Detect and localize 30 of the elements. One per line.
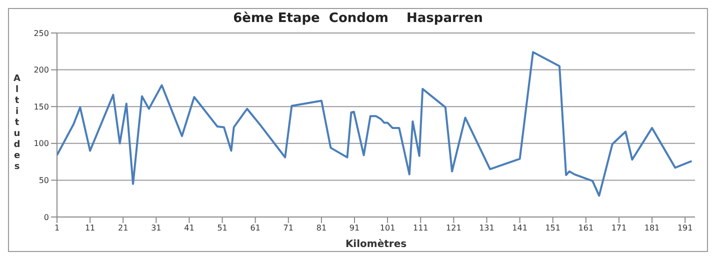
x-tick-label: 171 xyxy=(611,224,627,233)
x-tick-label: 181 xyxy=(644,224,660,233)
text: Altitudes xyxy=(14,74,20,172)
x-tick-label: 1 xyxy=(54,224,60,233)
x-tick-label: 91 xyxy=(349,224,360,233)
x-tick-label: 111 xyxy=(412,224,428,233)
x-tick-label: 141 xyxy=(512,224,528,233)
x-tick-label: 31 xyxy=(151,224,162,233)
y-tick-label: 0 xyxy=(44,212,49,222)
y-tick-label: 200 xyxy=(34,66,49,75)
x-tick-label: 21 xyxy=(118,224,128,233)
x-tick-label: 81 xyxy=(316,224,327,233)
x-tick-label: 51 xyxy=(217,224,228,233)
x-tick-label: 101 xyxy=(380,224,396,233)
x-tick-label: 161 xyxy=(578,224,594,233)
x-axis-title: Kilomètres xyxy=(345,239,407,250)
x-tick-label: 121 xyxy=(446,224,462,233)
x-tick-label: 71 xyxy=(283,224,294,233)
y-tick-label: 250 xyxy=(34,28,49,38)
x-tick-label: 131 xyxy=(479,224,494,233)
x-tick-label: 151 xyxy=(545,224,560,233)
x-tick-label: 11 xyxy=(84,224,96,233)
x-tick-label: 191 xyxy=(677,224,693,233)
y-tick-label: 50 xyxy=(38,176,49,186)
x-tick-label: 41 xyxy=(184,224,194,233)
x-tick-label: 61 xyxy=(250,224,260,233)
y-tick-label: 150 xyxy=(34,102,49,112)
chart-title: 6ème Etape Condom Hasparren xyxy=(232,10,484,27)
y-tick-label: 100 xyxy=(34,139,49,148)
line-series xyxy=(57,51,693,197)
